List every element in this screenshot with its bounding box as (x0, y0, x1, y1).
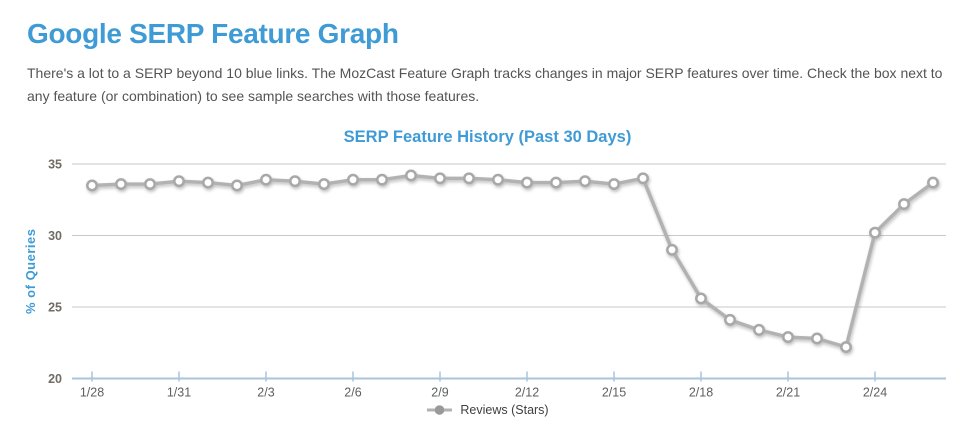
svg-text:30: 30 (48, 229, 62, 243)
svg-text:% of Queries: % of Queries (23, 229, 38, 314)
intro-text: There's a lot to a SERP beyond 10 blue l… (27, 65, 943, 104)
chart-title: SERP Feature History (Past 30 Days) (343, 128, 632, 146)
svg-text:2/3: 2/3 (257, 386, 274, 400)
svg-text:1/28: 1/28 (80, 386, 104, 400)
svg-text:25: 25 (48, 301, 62, 315)
svg-text:35: 35 (48, 158, 62, 172)
svg-text:2/6: 2/6 (344, 386, 361, 400)
svg-text:2/12: 2/12 (515, 386, 539, 400)
svg-text:1/31: 1/31 (167, 386, 191, 400)
legend-series-marker-icon (427, 405, 453, 415)
svg-text:2/9: 2/9 (431, 386, 448, 400)
chart-legend: Reviews (Stars) (0, 403, 975, 417)
svg-text:2/24: 2/24 (863, 386, 887, 400)
svg-text:20: 20 (48, 372, 62, 386)
legend-label: Reviews (Stars) (460, 403, 549, 417)
svg-text:2/21: 2/21 (776, 386, 800, 400)
svg-text:2/18: 2/18 (689, 386, 713, 400)
svg-text:2/15: 2/15 (602, 386, 626, 400)
page-title: Google SERP Feature Graph (27, 18, 399, 49)
